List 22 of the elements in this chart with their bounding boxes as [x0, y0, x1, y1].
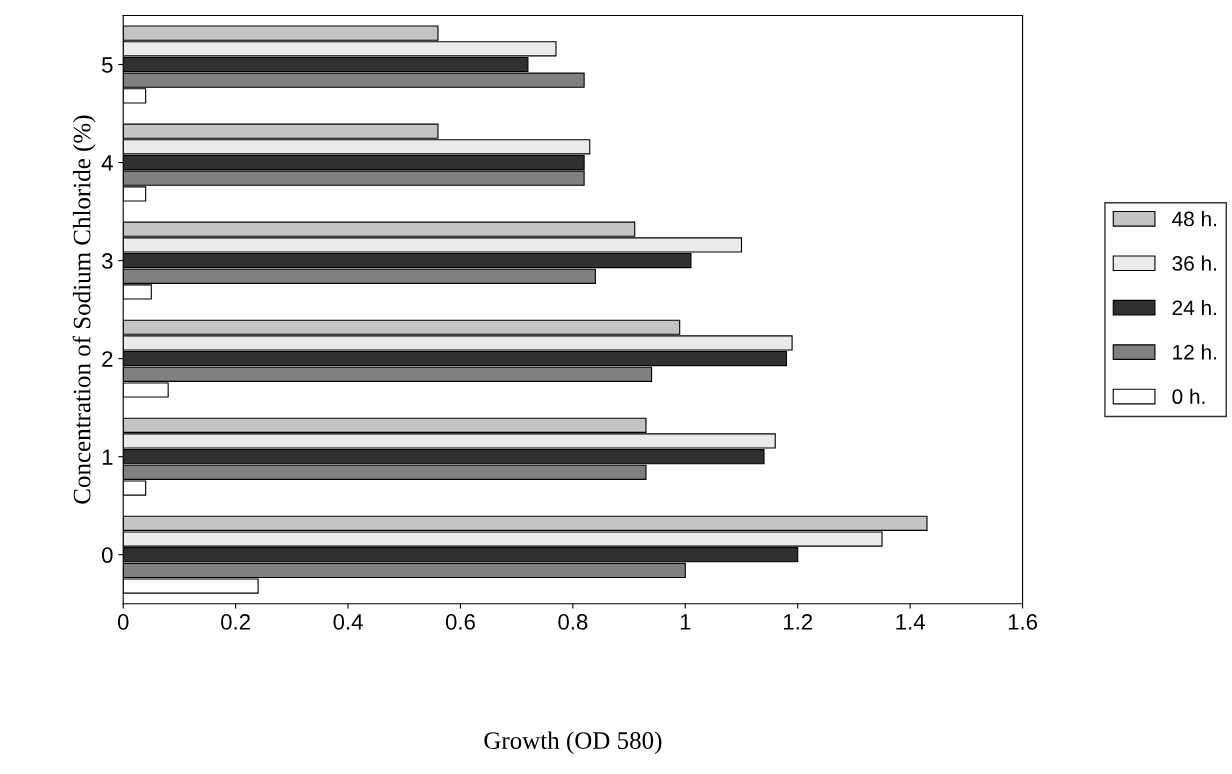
- y-tick-label: 4: [101, 155, 113, 171]
- x-tick-label: 1.2: [783, 614, 813, 630]
- x-tick-label: 0.6: [445, 614, 475, 630]
- x-axis-title: Growth (OD 580): [484, 731, 662, 755]
- x-tick-label: 1.6: [1008, 614, 1038, 630]
- legend-label: 48 h.: [1172, 211, 1217, 227]
- x-tick-label: 0: [117, 614, 129, 630]
- legend-label: 0 h.: [1172, 388, 1205, 405]
- legend-label: 12 h.: [1173, 344, 1217, 360]
- x-tick-label: 0.8: [558, 614, 588, 630]
- x-tick-label: 0.4: [333, 614, 363, 630]
- y-tick-label: 2: [102, 351, 113, 367]
- legend-label: 36 h.: [1172, 255, 1217, 271]
- y-tick-label: 5: [102, 57, 113, 73]
- y-axis-title: Concentration of Sodium Chloride (%): [72, 115, 96, 504]
- x-tick-label: 1.4: [896, 614, 925, 630]
- x-tick-label: 0.2: [221, 614, 250, 630]
- x-tick-label: 1: [680, 614, 691, 630]
- legend-label: 24 h.: [1172, 299, 1217, 315]
- y-tick-label: 3: [101, 253, 113, 269]
- y-tick-label: 1: [102, 449, 113, 465]
- y-tick-label: 0: [101, 547, 113, 563]
